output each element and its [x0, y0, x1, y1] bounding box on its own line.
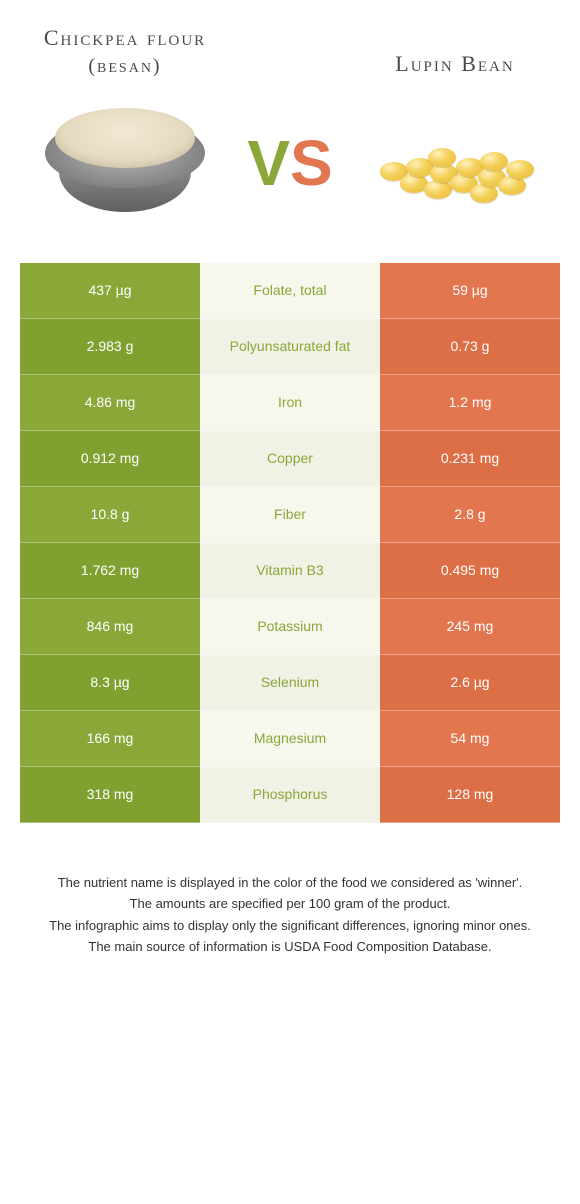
comparison-table-body: 437 µgFolate, total59 µg2.983 gPolyunsat…: [20, 263, 560, 823]
nutrient-label: Iron: [200, 375, 380, 431]
table-row: 846 mgPotassium245 mg: [20, 599, 560, 655]
vs-letter-s: S: [290, 127, 333, 199]
left-value: 846 mg: [20, 599, 200, 655]
left-value: 4.86 mg: [20, 375, 200, 431]
table-row: 2.983 gPolyunsaturated fat0.73 g: [20, 319, 560, 375]
left-value: 0.912 mg: [20, 431, 200, 487]
flour-bowl-icon: [35, 108, 215, 218]
left-food-name: Chickpea flour: [44, 25, 206, 50]
nutrient-label: Selenium: [200, 655, 380, 711]
table-row: 0.912 mgCopper0.231 mg: [20, 431, 560, 487]
table-row: 1.762 mgVitamin B30.495 mg: [20, 543, 560, 599]
right-value: 54 mg: [380, 711, 560, 767]
left-food-title: Chickpea flour (besan): [44, 24, 206, 79]
nutrient-label: Fiber: [200, 487, 380, 543]
right-food-header: Lupin Bean: [350, 50, 560, 83]
vs-letter-v: V: [247, 127, 290, 199]
footnote-line: The amounts are specified per 100 gram o…: [30, 894, 550, 914]
left-value: 2.983 g: [20, 319, 200, 375]
left-value: 8.3 µg: [20, 655, 200, 711]
table-row: 318 mgPhosphorus128 mg: [20, 767, 560, 823]
right-value: 245 mg: [380, 599, 560, 655]
table-row: 437 µgFolate, total59 µg: [20, 263, 560, 319]
right-value: 128 mg: [380, 767, 560, 823]
right-value: 2.6 µg: [380, 655, 560, 711]
left-value: 1.762 mg: [20, 543, 200, 599]
lupin-beans-icon: [370, 118, 540, 208]
footnotes: The nutrient name is displayed in the co…: [0, 823, 580, 989]
table-row: 8.3 µgSelenium2.6 µg: [20, 655, 560, 711]
right-value: 59 µg: [380, 263, 560, 319]
comparison-table: 437 µgFolate, total59 µg2.983 gPolyunsat…: [20, 263, 560, 823]
left-value: 10.8 g: [20, 487, 200, 543]
nutrient-label: Copper: [200, 431, 380, 487]
right-value: 0.495 mg: [380, 543, 560, 599]
right-food-image: [350, 93, 560, 233]
left-food-header: Chickpea flour (besan): [20, 24, 230, 83]
nutrient-label: Potassium: [200, 599, 380, 655]
table-row: 4.86 mgIron1.2 mg: [20, 375, 560, 431]
right-food-title: Lupin Bean: [395, 50, 514, 79]
right-value: 1.2 mg: [380, 375, 560, 431]
right-value: 0.73 g: [380, 319, 560, 375]
left-value: 318 mg: [20, 767, 200, 823]
left-food-image: [20, 93, 230, 233]
left-food-subname: (besan): [44, 53, 206, 79]
nutrient-label: Vitamin B3: [200, 543, 380, 599]
table-row: 10.8 gFiber2.8 g: [20, 487, 560, 543]
images-row: VS: [0, 93, 580, 263]
footnote-line: The main source of information is USDA F…: [30, 937, 550, 957]
footnote-line: The infographic aims to display only the…: [30, 916, 550, 936]
table-row: 166 mgMagnesium54 mg: [20, 711, 560, 767]
left-value: 166 mg: [20, 711, 200, 767]
nutrient-label: Polyunsaturated fat: [200, 319, 380, 375]
nutrient-label: Phosphorus: [200, 767, 380, 823]
right-food-name: Lupin Bean: [395, 51, 514, 76]
left-value: 437 µg: [20, 263, 200, 319]
header: Chickpea flour (besan) Lupin Bean: [0, 0, 580, 93]
vs-badge: VS: [230, 131, 350, 195]
right-value: 2.8 g: [380, 487, 560, 543]
footnote-line: The nutrient name is displayed in the co…: [30, 873, 550, 893]
nutrient-label: Magnesium: [200, 711, 380, 767]
nutrient-label: Folate, total: [200, 263, 380, 319]
right-value: 0.231 mg: [380, 431, 560, 487]
